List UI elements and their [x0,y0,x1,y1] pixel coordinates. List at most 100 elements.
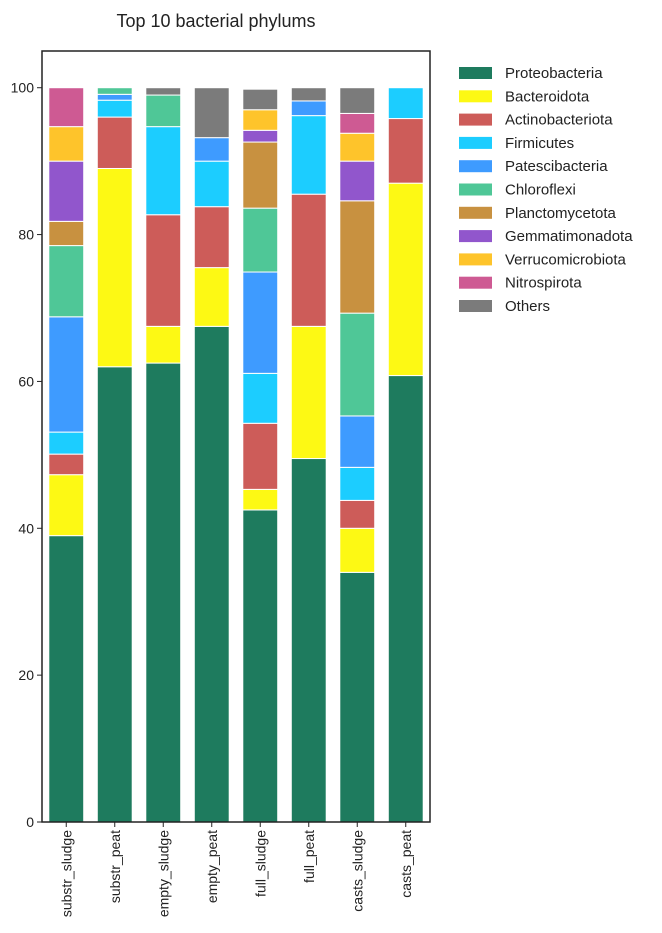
bar-stack-substr-sludge [48,87,85,823]
legend-label: Chloroflexi [505,182,576,199]
bar-stack-full-peat [290,87,327,823]
legend-swatch [459,300,492,312]
bar-segment-actinobacteriota [387,118,424,184]
bar-segment-bacteroidota [242,488,279,511]
legend: Proteobacteria Bacteroidota Actinobacterio… [459,65,633,315]
legend-label: Planctomycetota [505,205,617,222]
bar-stack-casts-sludge [339,87,376,823]
x-tick-label: casts_sludge [349,830,365,912]
bar-segment-actinobacteriota [339,499,376,529]
legend-swatch [459,276,492,289]
bar-segment-bacteroidota [193,267,230,327]
legend-item: Nitrospirota [459,275,582,292]
legend-swatch [459,113,492,126]
bar-segment-proteobacteria [339,571,376,823]
legend-swatch [459,136,492,149]
bar-segment-chloroflexi [48,245,85,318]
y-tick-label: 40 [18,520,34,536]
bar-segment-verrucomicrobiota [242,109,279,131]
bar-stack-substr-peat [96,87,133,823]
x-tick-label: empty_sludge [155,830,171,917]
bar-segment-firmicutes [387,87,424,120]
legend-swatch [459,183,492,196]
bar-segment-actinobacteriota [96,116,133,169]
bar-stack-empty-peat [193,87,230,823]
legend-label: Firmicutes [505,135,574,152]
x-tick-label: empty_peat [204,830,220,903]
bar-segment-gemmatimonadota [242,129,279,143]
bar-segment-bacteroidota [290,325,327,460]
legend-swatch [459,160,492,173]
bar-segment-patescibacteria [193,137,230,162]
bar-segment-bacteroidota [48,474,85,537]
bar-segment-proteobacteria [145,362,182,823]
bar-segment-bacteroidota [96,167,133,368]
bar-stack-casts-peat [387,87,424,823]
bar-stack-full-sludge [242,88,279,823]
bars-layer [48,87,424,823]
legend-swatch [459,67,492,79]
bar-segment-planctomycetota [242,141,279,209]
bar-segment-chloroflexi [145,94,182,128]
x-axis: substr_sludge substr_peat empty_sludge empt… [58,822,414,917]
x-tick-label: full_sludge [252,830,268,897]
bar-stack-empty-sludge [145,87,182,823]
plot-frame [41,50,431,823]
y-tick-label: 0 [26,814,34,830]
bar-segment-bacteroidota [145,325,182,364]
bar-segment-planctomycetota [48,220,85,247]
bar-segment-firmicutes [339,466,376,501]
legend-swatch [459,206,492,219]
x-tick-label: full_peat [301,830,317,883]
y-axis: 0 20 40 60 80 100 [11,80,42,830]
legend-label: Verrucomicrobiota [505,251,627,268]
legend-label: Gemmatimonadota [505,228,633,245]
bar-segment-patescibacteria [290,100,327,117]
bar-segment-actinobacteriota [242,422,279,490]
bar-segment-patescibacteria [48,316,85,433]
legend-item: Proteobacteria [459,65,603,82]
bar-segment-proteobacteria [290,458,327,823]
bar-segment-nitrospirota [339,112,376,134]
bar-segment-verrucomicrobiota [48,126,85,162]
legend-label: Actinobacteriota [505,112,613,129]
legend-label: Nitrospirota [505,275,582,292]
y-tick-label: 60 [18,373,34,389]
bar-segment-actinobacteriota [145,214,182,327]
legend-swatch [459,230,492,243]
bar-segment-proteobacteria [387,375,424,823]
bar-segment-gemmatimonadota [339,160,376,202]
legend-label: Patescibacteria [505,158,608,175]
legend-item: Others [459,298,550,315]
legend-item: Firmicutes [459,135,574,152]
legend-swatch [459,90,492,103]
bar-segment-firmicutes [193,160,230,208]
y-tick-label: 100 [11,80,35,96]
bar-segment-proteobacteria [193,325,230,823]
legend-item: Bacteroidota [459,88,590,105]
bar-segment-chloroflexi [242,207,279,273]
y-tick-label: 80 [18,227,34,243]
bar-segment-firmicutes [242,372,279,424]
legend-item: Planctomycetota [459,205,617,222]
bar-segment-others [242,88,279,111]
x-tick-label: substr_sludge [58,830,74,917]
bar-segment-actinobacteriota [290,193,327,327]
bar-segment-bacteroidota [339,527,376,573]
bar-segment-actinobacteriota [48,453,85,476]
chart-title: Top 10 bacterial phylums [116,11,315,31]
x-tick-label: substr_peat [107,830,123,903]
legend-item: Actinobacteriota [459,112,613,129]
legend-item: Gemmatimonadota [459,228,633,245]
legend-swatch [459,253,492,266]
bar-segment-gemmatimonadota [48,160,85,222]
bar-segment-proteobacteria [242,509,279,823]
bar-segment-proteobacteria [48,535,85,823]
legend-item: Patescibacteria [459,158,608,175]
x-tick-label: casts_peat [398,830,414,898]
bar-segment-patescibacteria [339,415,376,468]
bar-segment-patescibacteria [242,271,279,374]
bar-segment-chloroflexi [96,87,133,95]
y-tick-label: 20 [18,667,34,683]
